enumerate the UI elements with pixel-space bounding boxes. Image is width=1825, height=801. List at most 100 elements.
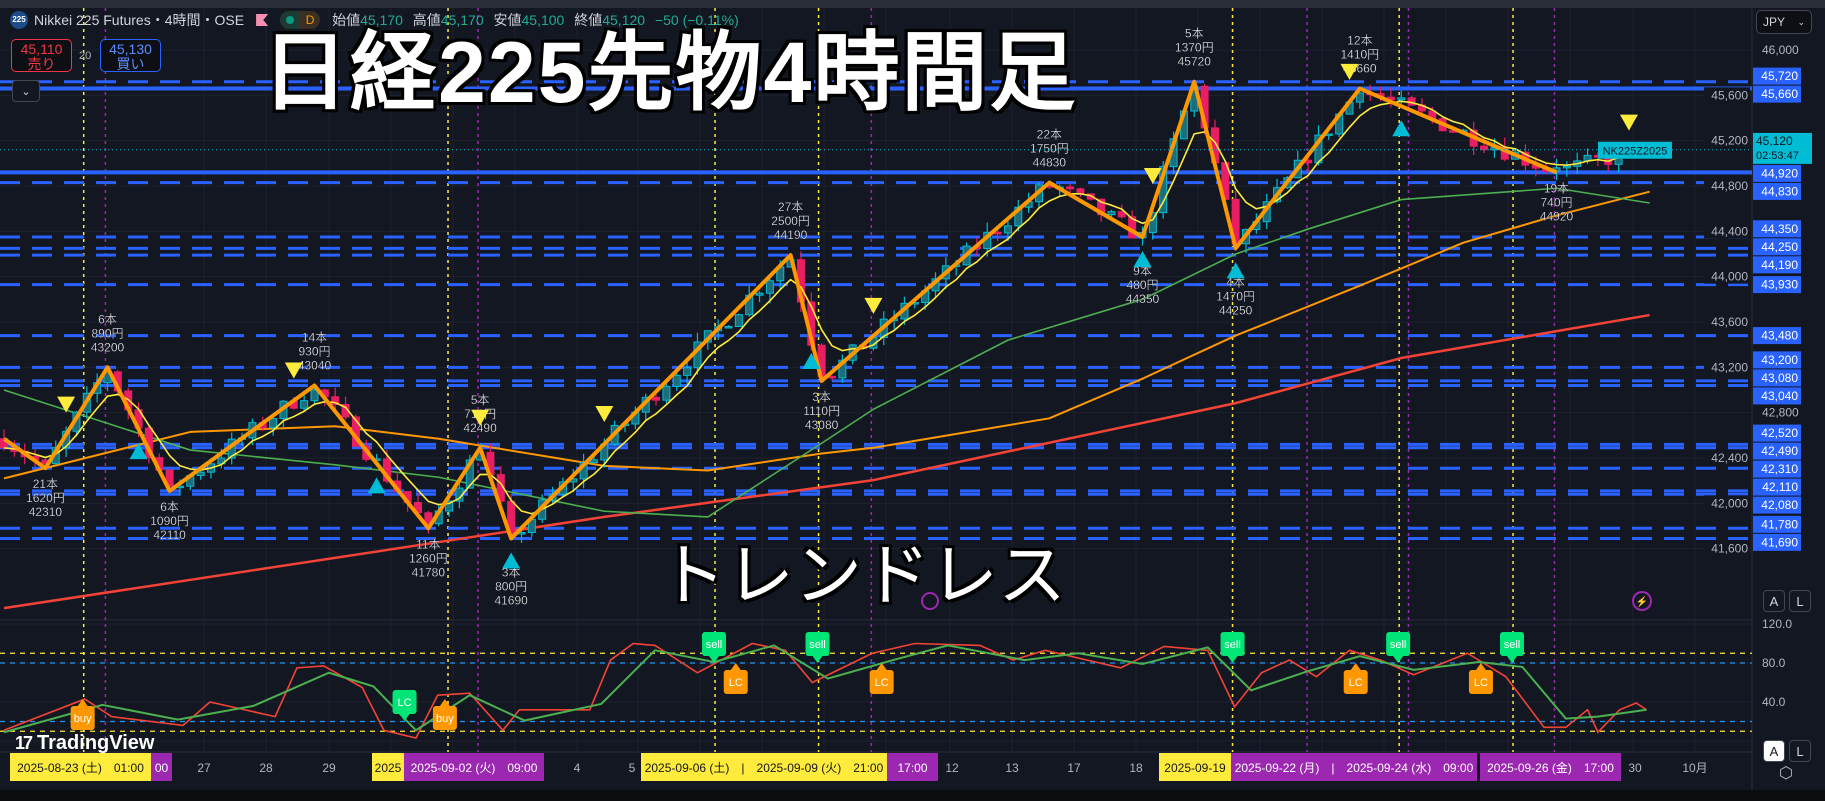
candle bbox=[755, 291, 764, 303]
candle bbox=[1117, 204, 1126, 219]
osc-signal-text: sell bbox=[1504, 639, 1521, 651]
pivot-label-low: 42110 bbox=[153, 528, 186, 542]
sell-price: 45,110 bbox=[20, 41, 63, 57]
osc-signal-sell: sell bbox=[1220, 632, 1245, 663]
buy-signal-triangle-icon bbox=[1226, 262, 1245, 279]
ma-mid-line bbox=[3, 187, 1650, 518]
tradingview-logo[interactable]: 17 TradingView bbox=[15, 733, 154, 753]
level-label-bg bbox=[1753, 351, 1801, 369]
price-chart[interactable]: 21本1620円423106本890円432006本1090円4211014本9… bbox=[0, 8, 1825, 790]
zigzag-line bbox=[2, 79, 1558, 541]
time-axis-highlight-label: 2025-09-06 (土) | 2025-09-09 (火) 21:00 bbox=[641, 753, 887, 781]
pivot-label-high: 44830 bbox=[1033, 156, 1067, 170]
close-label: 終値 bbox=[574, 12, 603, 28]
sell-signal-triangle-icon bbox=[57, 396, 76, 413]
osc-log-scale-button[interactable]: L bbox=[1789, 740, 1811, 762]
price-tick-label: 41,600 bbox=[1711, 542, 1748, 556]
candle-body bbox=[300, 400, 309, 409]
overlay-subtitle: トレンドレス bbox=[658, 538, 1067, 614]
level-price-label: 45,660 bbox=[1753, 85, 1801, 103]
high-label: 高値 bbox=[412, 12, 441, 28]
osc-signal-sell: sell bbox=[1499, 632, 1524, 663]
time-label-text: 2025-09-22 (月) | 2025-09-24 (水) 09:00 bbox=[1235, 761, 1474, 775]
collapse-legend-button[interactable]: ⌄ bbox=[12, 80, 40, 102]
price-tick-bg bbox=[1704, 87, 1750, 103]
price-tick-bg bbox=[1704, 359, 1750, 375]
time-axis-highlight-label: 2025 bbox=[372, 753, 404, 781]
price-tick-bg bbox=[1704, 268, 1750, 284]
candle-body bbox=[662, 385, 671, 401]
pivot-label-low: 1260円 bbox=[409, 551, 448, 565]
candle-body bbox=[589, 459, 598, 464]
ma-fast-line bbox=[3, 100, 1640, 515]
buy-signal-triangle-icon bbox=[1133, 250, 1152, 267]
osc-fast-line bbox=[3, 642, 1647, 740]
osc-signal-pointer bbox=[439, 699, 450, 706]
osc-signal-pointer bbox=[1506, 656, 1517, 663]
osc-signal-sell: sell bbox=[805, 632, 830, 663]
buy-signal-triangle-icon bbox=[1392, 120, 1411, 137]
pivot-label-high: 12本 bbox=[1347, 34, 1372, 48]
osc-signal-label-bg bbox=[805, 632, 830, 656]
level-label-text: 44,830 bbox=[1761, 184, 1798, 198]
osc-signal-text: LC bbox=[398, 697, 412, 709]
price-log-scale-button[interactable]: L bbox=[1789, 590, 1811, 612]
osc-signal-pointer bbox=[399, 714, 410, 721]
time-label-bg bbox=[641, 753, 887, 781]
level-label-bg bbox=[1753, 67, 1801, 85]
osc-signal-text: sell bbox=[706, 639, 723, 651]
level-label-text: 43,040 bbox=[1761, 389, 1798, 403]
time-label-bg bbox=[372, 753, 404, 781]
price-auto-scale-button[interactable]: A bbox=[1763, 590, 1785, 612]
market-status[interactable]: D bbox=[280, 11, 321, 29]
osc-signal-pointer bbox=[709, 656, 720, 663]
osc-signal-text: buy bbox=[436, 713, 454, 725]
pivot-label-high: 27本 bbox=[778, 200, 803, 214]
chart-background bbox=[0, 8, 1825, 790]
level-price-label: 43,040 bbox=[1753, 387, 1801, 405]
osc-auto-scale-button[interactable]: A bbox=[1763, 740, 1785, 762]
buy-signal-triangle-icon bbox=[802, 352, 821, 369]
osc-signal-text: sell bbox=[1390, 639, 1407, 651]
time-tick-label: 13 bbox=[1005, 761, 1019, 775]
level-label-bg bbox=[1753, 85, 1801, 103]
currency-value: JPY bbox=[1763, 15, 1786, 29]
time-label-text: 2025-08-23 (土) 01:00 bbox=[17, 761, 144, 775]
bottom-bar bbox=[0, 790, 1825, 801]
event-marker-icon bbox=[921, 592, 939, 610]
time-label-text: 2025-09-26 (金) 17:00 bbox=[1487, 760, 1614, 775]
osc-signal-lc-up: LC bbox=[723, 663, 748, 694]
osc-signal-text: LC bbox=[875, 677, 889, 689]
level-price-label: 44,830 bbox=[1753, 182, 1801, 200]
current-price-label: 45,120 bbox=[1756, 134, 1793, 148]
time-label-text: 00 bbox=[155, 761, 169, 775]
candle-body bbox=[765, 280, 774, 294]
candle-body bbox=[755, 292, 764, 296]
osc-signal-label-bg bbox=[1386, 632, 1411, 656]
osc-signal-label-bg bbox=[1343, 670, 1368, 694]
currency-select[interactable]: JPY ⌄ bbox=[1756, 10, 1812, 34]
price-tick-label: 44,400 bbox=[1711, 224, 1748, 238]
buy-button[interactable]: 45,130 買い bbox=[100, 39, 161, 72]
osc-signal-label-bg bbox=[432, 706, 457, 730]
flag-icon[interactable] bbox=[256, 14, 269, 26]
sell-label: 売り bbox=[27, 56, 56, 72]
level-price-label: 41,780 bbox=[1753, 515, 1801, 533]
level-label-text: 41,690 bbox=[1761, 535, 1798, 549]
symbol-title[interactable]: Nikkei 225 Futures・4時間・OSE bbox=[34, 12, 245, 28]
open-label: 始値 bbox=[332, 12, 361, 28]
ohlc-values: 始値45,170 高値45,170 安値45,100 終値45,120 −50 … bbox=[332, 11, 739, 29]
osc-signal-label-bg bbox=[702, 632, 727, 656]
level-label-bg bbox=[1753, 256, 1801, 274]
time-tick-label: 29 bbox=[322, 761, 336, 775]
osc-signal-pointer bbox=[812, 656, 823, 663]
candle bbox=[652, 394, 661, 406]
candle-body bbox=[838, 359, 847, 379]
spread-value: 20 bbox=[79, 50, 92, 62]
time-tick-label: 10月 bbox=[1682, 761, 1707, 775]
time-tick-label: 12 bbox=[945, 761, 959, 775]
sell-button[interactable]: 45,110 売り bbox=[11, 39, 72, 72]
pivot-label-high: 43200 bbox=[91, 340, 125, 354]
pivot-label-high: 5本 bbox=[471, 393, 490, 407]
time-axis-settings-icon[interactable]: ⬡ bbox=[1779, 765, 1793, 782]
